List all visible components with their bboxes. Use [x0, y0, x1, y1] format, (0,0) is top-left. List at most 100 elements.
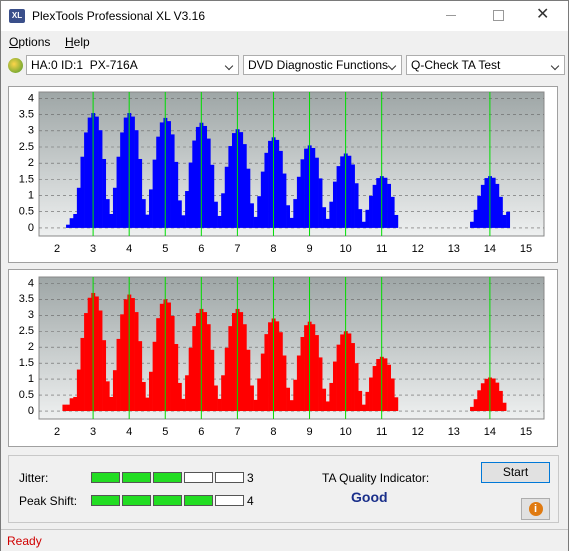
bar [361, 221, 366, 228]
y-tick-label: 3 [28, 309, 34, 321]
bar [325, 218, 330, 228]
x-tick-label: 2 [54, 426, 60, 438]
bar [167, 302, 171, 412]
bar [116, 156, 121, 228]
minimize[interactable] [446, 15, 456, 16]
info-button[interactable]: i [521, 498, 550, 520]
bar [495, 382, 500, 412]
bar [304, 325, 309, 412]
bar [372, 366, 377, 412]
bar [174, 344, 179, 412]
bar [98, 130, 103, 228]
bar [480, 383, 485, 412]
meter-segment [91, 495, 120, 506]
drive-select[interactable]: HA:0 ID:1 PX-716A [26, 55, 239, 75]
x-tick-label: 11 [376, 426, 387, 438]
start-button[interactable]: Start [481, 462, 550, 483]
y-tick-label: 2 [28, 341, 34, 353]
bar [336, 344, 341, 412]
bar [203, 312, 208, 412]
bar [387, 364, 391, 412]
bar [84, 132, 88, 228]
bar [390, 196, 395, 228]
bar [286, 387, 290, 412]
bar [491, 378, 496, 412]
maximize[interactable] [493, 10, 504, 21]
bar [134, 130, 139, 228]
jitter-label: Jitter: [19, 471, 49, 485]
y-tick-label: 4 [28, 92, 34, 104]
meter-segment [184, 495, 213, 506]
function-select[interactable]: DVD Diagnostic Functions [243, 55, 402, 75]
x-tick-label: 12 [412, 426, 424, 438]
bar [116, 338, 121, 412]
y-tick-label: 1.5 [19, 357, 34, 369]
bar [138, 341, 143, 412]
bar [351, 164, 355, 228]
bar [239, 312, 244, 412]
bar [264, 152, 269, 228]
bar [120, 132, 125, 228]
bar [188, 162, 193, 228]
y-tick-label: 1.5 [19, 173, 34, 185]
x-tick-label: 4 [126, 243, 132, 255]
bar [361, 404, 366, 412]
bar [105, 199, 110, 228]
meter-segment [122, 472, 151, 483]
bar [87, 117, 92, 228]
bar [257, 378, 262, 412]
bar [387, 183, 391, 228]
y-tick-label: 1 [28, 373, 34, 385]
menu-options[interactable]: Options [9, 35, 51, 49]
bar [149, 189, 153, 228]
bar [138, 158, 143, 228]
status-text: Ready [7, 534, 42, 548]
bar [98, 310, 103, 412]
bar [470, 406, 474, 412]
x-tick-label: 4 [126, 426, 132, 438]
bar [123, 299, 128, 412]
bar [69, 398, 74, 412]
bar [473, 209, 478, 228]
bar [73, 396, 78, 412]
bar [195, 126, 200, 228]
bar [304, 148, 309, 228]
bar [477, 390, 482, 412]
bar [311, 324, 316, 412]
bar [498, 390, 503, 412]
bar [314, 335, 319, 412]
bar [102, 158, 107, 228]
bar [329, 201, 334, 228]
bar [314, 157, 319, 228]
bar [354, 363, 359, 412]
menu-help[interactable]: Help [65, 35, 90, 49]
window-title: PlexTools Professional XL V3.16 [32, 9, 205, 23]
bar [282, 173, 287, 228]
test-select[interactable]: Q-Check TA Test [406, 55, 565, 75]
bar [365, 209, 370, 228]
bar [228, 146, 233, 228]
close[interactable]: ✕ [536, 6, 550, 23]
bar [347, 333, 352, 412]
x-tick-label: 10 [339, 426, 351, 438]
x-tick-label: 9 [306, 243, 312, 255]
bar [502, 402, 507, 412]
bar [340, 334, 345, 412]
bar [394, 397, 399, 412]
x-tick-label: 7 [234, 243, 240, 255]
bar [203, 125, 208, 228]
bar [480, 184, 485, 228]
bar [246, 168, 251, 228]
bar [141, 381, 146, 412]
y-tick-label: 3.5 [19, 109, 34, 121]
bar [213, 201, 218, 228]
x-tick-label: 14 [484, 426, 496, 438]
bar [293, 199, 298, 228]
bar [365, 391, 370, 412]
bar [322, 388, 327, 412]
bar [69, 218, 74, 228]
bar [130, 116, 135, 228]
x-tick-label: 13 [448, 243, 460, 255]
bar [167, 121, 171, 228]
